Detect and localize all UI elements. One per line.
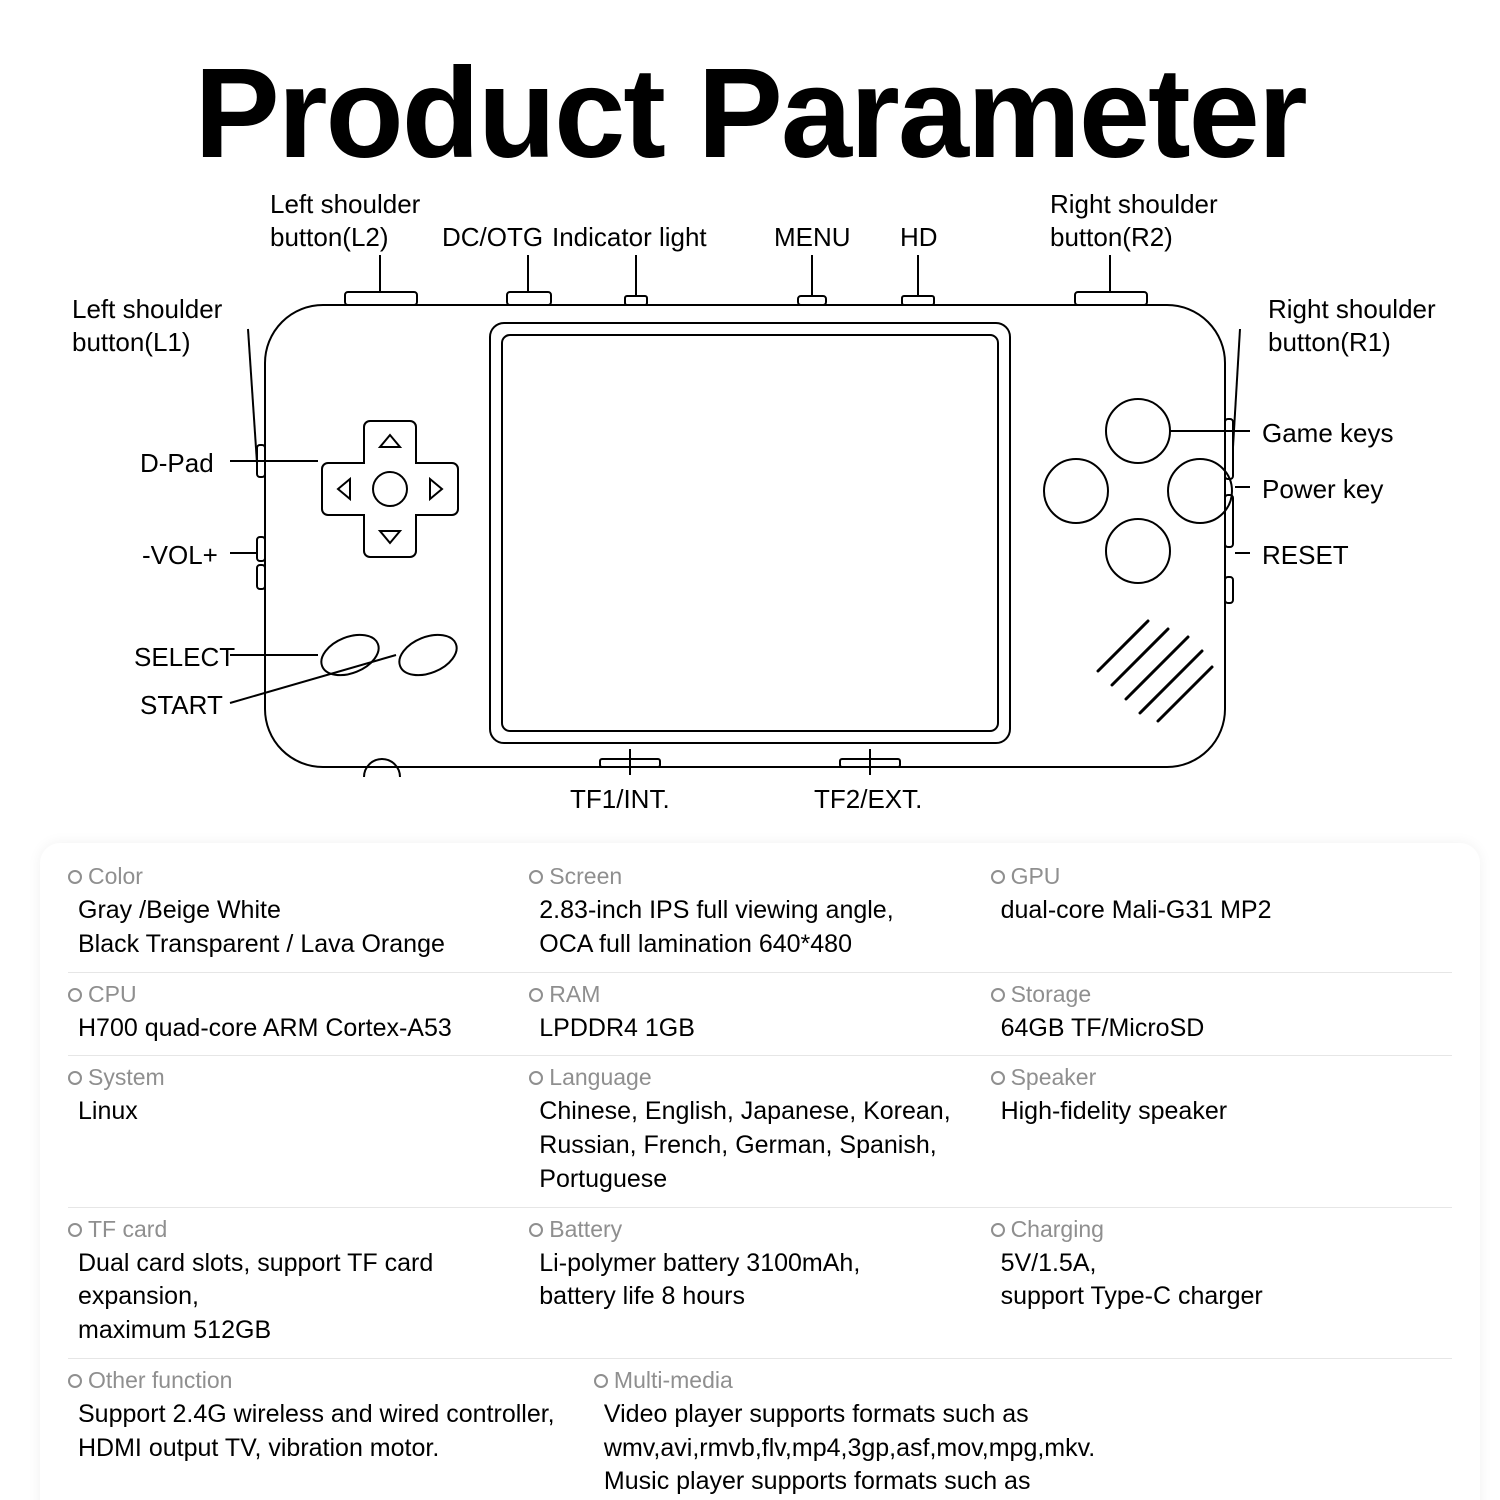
spec-cell: CPU H700 quad-core ARM Cortex-A53	[68, 981, 529, 1046]
spec-value: dual-core Mali-G31 MP2	[991, 894, 1432, 928]
label-r2: Right shoulderbutton(R2)	[1050, 188, 1218, 253]
label-dcotg: DC/OTG	[442, 221, 543, 254]
spec-cell: Language Chinese, English, Japanese, Kore…	[529, 1064, 990, 1196]
spec-value: Chinese, English, Japanese, Korean,Russi…	[529, 1095, 970, 1196]
label-l2: Left shoulderbutton(L2)	[270, 188, 420, 253]
spec-cell: Screen 2.83-inch IPS full viewing angle,O…	[529, 863, 990, 962]
spec-cell: RAM LPDDR4 1GB	[529, 981, 990, 1046]
spec-cell: GPU dual-core Mali-G31 MP2	[991, 863, 1452, 962]
spec-value: Gray /Beige WhiteBlack Transparent / Lav…	[68, 894, 509, 962]
spec-cell: Battery Li-polymer battery 3100mAh,batter…	[529, 1216, 990, 1348]
product-parameter-page: Product Parameter	[0, 0, 1500, 1500]
spec-value: Video player supports formats such as wm…	[594, 1398, 1432, 1500]
spec-label: Color	[68, 863, 509, 890]
specs-panel: Color Gray /Beige WhiteBlack Transparent …	[40, 843, 1480, 1500]
label-select: SELECT	[134, 641, 235, 674]
spec-row: TF card Dual card slots, support TF card …	[68, 1208, 1452, 1359]
spec-value: 2.83-inch IPS full viewing angle,OCA ful…	[529, 894, 970, 962]
spec-cell: Speaker High-fidelity speaker	[991, 1064, 1452, 1196]
spec-cell: Color Gray /Beige WhiteBlack Transparent …	[68, 863, 529, 962]
spec-label: CPU	[68, 981, 509, 1008]
label-start: START	[140, 689, 223, 722]
label-gamekeys: Game keys	[1262, 417, 1394, 450]
spec-value: H700 quad-core ARM Cortex-A53	[68, 1012, 509, 1046]
spec-cell: Multi-media Video player supports formats…	[594, 1367, 1452, 1500]
device-diagram: Left shoulderbutton(L2) DC/OTG Indicator…	[40, 183, 1480, 843]
label-tf2: TF2/EXT.	[814, 783, 922, 816]
label-indicator: Indicator light	[552, 221, 707, 254]
spec-label: TF card	[68, 1216, 509, 1243]
spec-value: High-fidelity speaker	[991, 1095, 1432, 1129]
spec-value: Dual card slots, support TF card expansi…	[68, 1247, 509, 1348]
spec-value: LPDDR4 1GB	[529, 1012, 970, 1046]
spec-label: System	[68, 1064, 509, 1091]
spec-cell: Storage 64GB TF/MicroSD	[991, 981, 1452, 1046]
label-dpad: D-Pad	[140, 447, 214, 480]
spec-label: RAM	[529, 981, 970, 1008]
spec-value: Support 2.4G wireless and wired controll…	[68, 1398, 574, 1466]
spec-label: Screen	[529, 863, 970, 890]
spec-value: Li-polymer battery 3100mAh,battery life …	[529, 1247, 970, 1315]
spec-cell: Other function Support 2.4G wireless and …	[68, 1367, 594, 1500]
spec-label: Battery	[529, 1216, 970, 1243]
spec-label: Other function	[68, 1367, 574, 1394]
label-menu: MENU	[774, 221, 851, 254]
spec-row: Color Gray /Beige WhiteBlack Transparent …	[68, 855, 1452, 973]
spec-cell: TF card Dual card slots, support TF card …	[68, 1216, 529, 1348]
spec-value: 64GB TF/MicroSD	[991, 1012, 1432, 1046]
label-hd: HD	[900, 221, 938, 254]
spec-label: Multi-media	[594, 1367, 1432, 1394]
spec-label: GPU	[991, 863, 1432, 890]
label-r1: Right shoulderbutton(R1)	[1268, 293, 1436, 358]
spec-row: CPU H700 quad-core ARM Cortex-A53 RAM LPDDR…	[68, 973, 1452, 1057]
page-title: Product Parameter	[40, 50, 1460, 178]
spec-value: 5V/1.5A,support Type-C charger	[991, 1247, 1432, 1315]
label-reset: RESET	[1262, 539, 1349, 572]
label-vol: -VOL+	[142, 539, 218, 572]
label-l1: Left shoulderbutton(L1)	[72, 293, 222, 358]
spec-label: Language	[529, 1064, 970, 1091]
spec-cell: System Linux	[68, 1064, 529, 1196]
label-power: Power key	[1262, 473, 1383, 506]
spec-row: Other function Support 2.4G wireless and …	[68, 1359, 1452, 1500]
spec-value: Linux	[68, 1095, 509, 1129]
spec-label: Speaker	[991, 1064, 1432, 1091]
spec-row: System Linux Language Chinese, English, Jap…	[68, 1056, 1452, 1207]
label-tf1: TF1/INT.	[570, 783, 670, 816]
spec-cell: Charging 5V/1.5A,support Type-C charger	[991, 1216, 1452, 1348]
spec-label: Charging	[991, 1216, 1432, 1243]
spec-label: Storage	[991, 981, 1432, 1008]
